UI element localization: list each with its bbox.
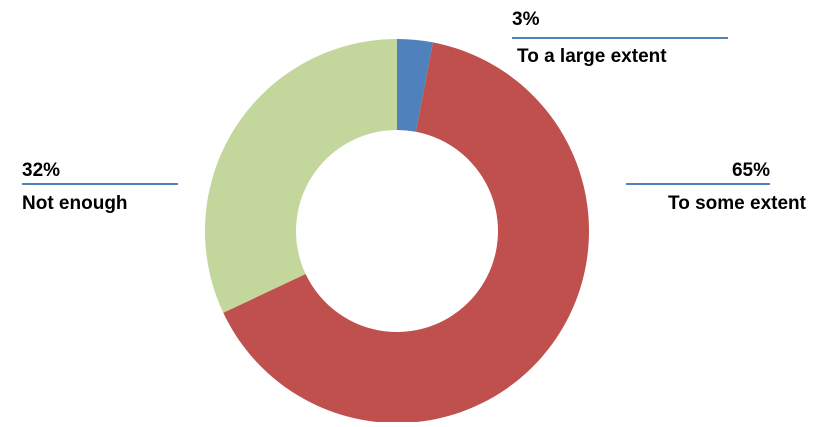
percent-label-to-a-large-extent: 3% — [512, 9, 540, 30]
percent-label-not-enough: 32% — [22, 160, 60, 181]
donut-slice-not-enough — [205, 39, 397, 313]
donut-slices — [205, 39, 589, 422]
percent-label-to-some-extent: 65% — [732, 160, 770, 181]
category-label-not-enough: Not enough — [22, 193, 128, 214]
category-label-to-a-large-extent: To a large extent — [517, 46, 667, 67]
category-label-to-some-extent: To some extent — [668, 193, 807, 214]
